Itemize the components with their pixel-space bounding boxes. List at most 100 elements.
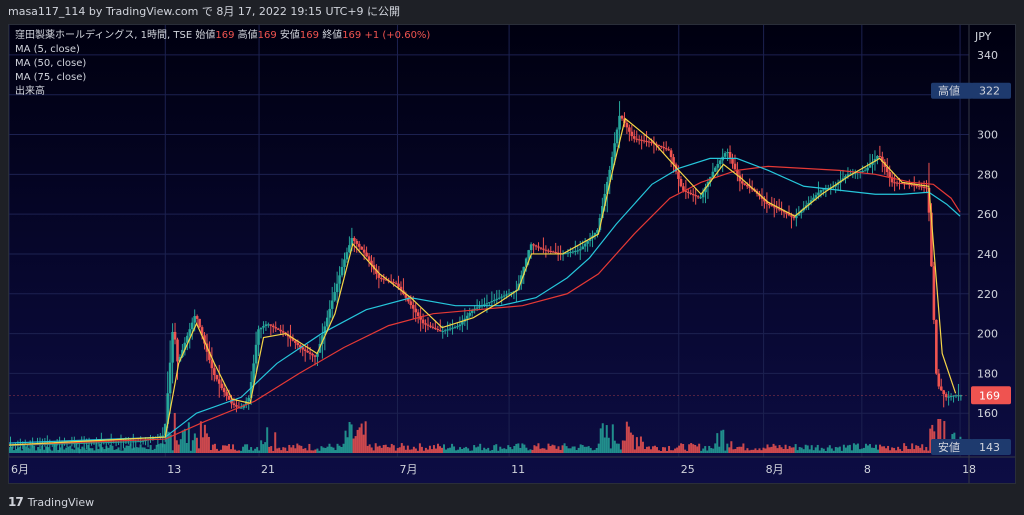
candle-body <box>407 297 410 302</box>
volume-bar <box>432 445 435 453</box>
volume-bar <box>901 450 904 453</box>
volume-bar <box>238 450 241 453</box>
volume-bar <box>9 447 11 453</box>
candle-body <box>903 183 906 185</box>
volume-bar <box>256 447 259 453</box>
volume-bar <box>270 446 273 453</box>
candle-body <box>281 331 285 333</box>
footer-brand[interactable]: 17 TradingView <box>8 494 94 510</box>
candle-body <box>328 308 332 318</box>
volume-bar <box>123 447 126 453</box>
volume-bar <box>420 446 423 453</box>
volume-bar <box>515 443 518 453</box>
volume-bar <box>607 437 610 453</box>
candle-body <box>308 352 312 354</box>
volume-bar <box>219 449 222 453</box>
volume-bar <box>575 450 578 453</box>
volume-bar <box>459 447 462 453</box>
legend-volume[interactable]: 出来高 <box>15 86 45 97</box>
volume-bar <box>280 450 283 453</box>
volume-bar <box>778 445 781 453</box>
volume-bar <box>838 446 841 453</box>
volume-bar <box>183 428 186 453</box>
volume-bar <box>820 447 823 453</box>
volume-bar <box>507 445 510 453</box>
candle-body <box>866 167 869 171</box>
volume-bar <box>931 424 934 453</box>
volume-bar <box>714 443 717 453</box>
candle-body <box>529 244 533 251</box>
volume-bar <box>467 448 470 453</box>
volume-bar <box>272 450 275 453</box>
candle-body <box>495 298 499 300</box>
high-marker-label: 高値 <box>938 84 960 98</box>
candle-body <box>645 140 648 142</box>
high-price-tag <box>971 82 1011 99</box>
volume-bar <box>842 444 845 453</box>
volume-bar <box>557 446 560 453</box>
candle-body <box>73 443 76 445</box>
volume-bar <box>97 449 100 453</box>
candle-body <box>898 182 901 184</box>
candle-body <box>549 250 553 252</box>
volume-bar <box>792 447 795 453</box>
candle-body <box>885 166 889 173</box>
volume-bar <box>493 445 496 453</box>
volume-bar <box>621 440 624 453</box>
volume-bar <box>764 448 767 453</box>
legend-high-label: 高値 <box>237 30 258 41</box>
volume-bar <box>213 443 216 453</box>
candle-body <box>478 306 481 308</box>
price-chart[interactable]: JPY160180200220240260280300320340高値322安値… <box>9 25 1016 484</box>
candle-body <box>689 192 693 195</box>
candle-body <box>912 184 916 186</box>
chart-area[interactable]: JPY160180200220240260280300320340高値322安値… <box>8 24 1016 484</box>
volume-bar <box>250 447 253 453</box>
candle-body <box>488 302 491 304</box>
candle-body <box>416 312 420 316</box>
volume-bar <box>595 447 598 453</box>
volume-bar <box>911 443 914 453</box>
candle-body <box>424 323 427 325</box>
volume-bar <box>181 430 184 453</box>
candle-body <box>947 396 950 398</box>
candle-body <box>687 191 690 193</box>
candle-body <box>217 379 221 384</box>
candle-body <box>274 327 278 329</box>
volume-bar <box>740 446 743 453</box>
volume-bar <box>754 448 757 453</box>
y-tick-label: 300 <box>977 129 998 142</box>
candle-body <box>691 194 695 196</box>
candle-body <box>556 252 560 254</box>
volume-bar <box>332 447 335 453</box>
candle-body <box>667 149 670 151</box>
currency-label: JPY <box>974 30 992 43</box>
legend-ma5[interactable]: MA (5, close) <box>15 44 80 55</box>
legend-ma75[interactable]: MA (75, close) <box>15 72 87 83</box>
volume-bar <box>438 446 441 453</box>
volume-bar <box>597 443 600 453</box>
candle-body <box>910 184 914 186</box>
volume-bar <box>370 447 373 453</box>
volume-bar <box>762 447 765 453</box>
candle-body <box>718 160 722 165</box>
volume-bar <box>428 445 431 453</box>
candle-body <box>195 316 199 319</box>
volume-bar <box>177 444 180 453</box>
volume-bar <box>246 444 249 453</box>
candle-body <box>814 195 818 198</box>
volume-bar <box>660 450 663 453</box>
candle-body <box>230 399 233 404</box>
volume-bar <box>704 446 707 453</box>
candle-body <box>468 312 472 316</box>
volume-bar <box>63 449 66 453</box>
volume-bar <box>314 449 317 453</box>
candle-body <box>942 390 946 395</box>
volume-bar <box>221 445 224 453</box>
candle-body <box>365 252 368 257</box>
volume-bar <box>812 450 815 453</box>
volume-bar <box>236 450 239 453</box>
volume-bar <box>416 450 419 453</box>
legend-ma50[interactable]: MA (50, close) <box>15 58 87 69</box>
volume-bar <box>814 447 817 453</box>
